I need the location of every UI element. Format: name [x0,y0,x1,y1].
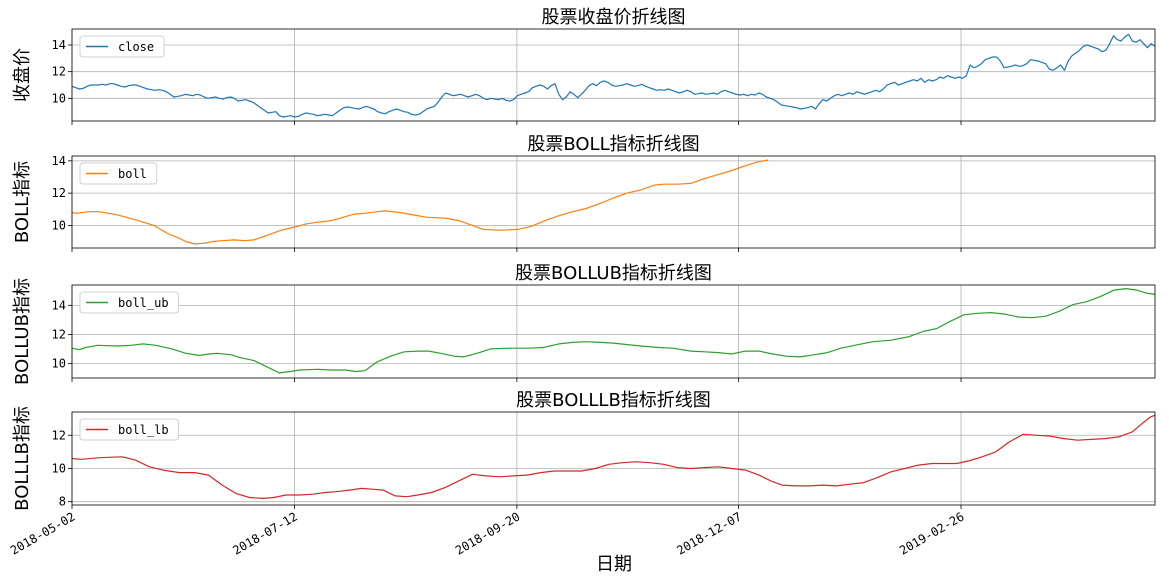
x-tick-label: 2018-05-02 [8,509,78,557]
y-axis-label: BOLLUB指标 [12,278,33,385]
y-tick-label: 12 [52,327,66,341]
x-tick-label: 2018-09-20 [453,509,523,557]
y-tick-label: 8 [59,495,66,509]
legend-entry: boll_lb [118,423,169,437]
y-tick-label: 12 [52,186,66,200]
y-axis-label: 收盘价 [12,48,33,102]
legend-box [79,162,158,185]
chart-title: 股票BOLL指标折线图 [527,134,699,155]
y-tick-label: 10 [52,218,66,232]
plot-frame [71,411,1156,506]
series-line-close [71,33,1156,118]
series-line-boll_ub [71,288,1156,374]
chart-title: 股票收盘价折线图 [542,7,686,28]
chart-title: 股票BOLLLB指标折线图 [516,390,711,411]
y-tick-label: 14 [52,298,66,312]
legend-box [79,35,165,58]
legend-entry: boll [118,167,147,181]
y-tick-label: 12 [52,65,66,79]
plot-frame [71,28,1156,122]
y-tick-label: 10 [52,356,66,370]
y-tick-label: 14 [52,38,66,52]
legend-box [79,418,179,441]
x-tick-label: 2018-12-07 [674,509,744,557]
legend-entry: boll_ub [118,296,169,310]
y-tick-label: 10 [52,461,66,475]
legend: boll_ub [79,291,179,314]
y-tick-label: 10 [52,91,66,105]
x-tick-label: 2019-02-26 [897,509,967,557]
y-tick-label: 12 [52,428,66,442]
x-tick-label: 2018-07-12 [230,509,300,557]
x-axis-label: 日期 [596,554,632,575]
series-line-boll [71,159,769,245]
panel-2: 10 12 14 股票BOLL指标折线图 BOLL指标 boll [12,134,1156,252]
panel-3: 10 12 14 股票BOLLUB指标折线图 BOLLUB指标 boll_ub [12,263,1156,385]
legend: boll [79,162,158,185]
legend: boll_lb [79,418,179,441]
y-tick-label: 14 [52,154,66,168]
legend-entry: close [118,40,154,54]
plot-frame [71,155,1156,249]
legend: close [79,35,165,58]
y-axis-label: BOLLLB指标 [12,406,33,511]
y-axis-label: BOLL指标 [12,161,33,243]
series-line-boll_lb [71,414,1156,499]
legend-box [79,291,179,314]
chart-title: 股票BOLLUB指标折线图 [515,263,712,284]
plot-frame [71,284,1156,379]
panel-4: 8 10 12 股票BOLLLB指标折线图 BOLLLB指标 boll_lb [12,390,1156,511]
